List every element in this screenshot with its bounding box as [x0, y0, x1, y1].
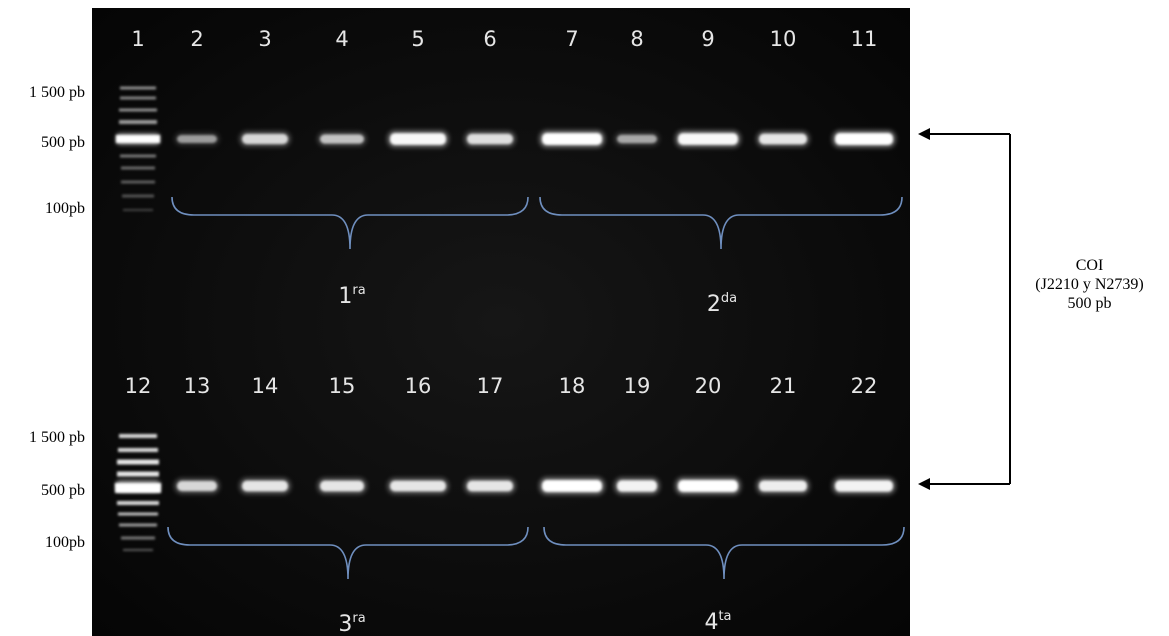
top-lane-label-9: 9: [701, 27, 714, 51]
group-labels: 1ra 2da 3ra 4ta: [338, 283, 737, 636]
top-ladder-band-1: [120, 96, 156, 100]
bottom-lane-label-16: 16: [405, 374, 432, 398]
bottom-ladder-band-6: [118, 512, 158, 516]
pcr-bands: [174, 130, 896, 495]
top-band-8: [617, 134, 657, 144]
bottom-ladder-band-8: [121, 536, 155, 540]
bottom-band-2: [177, 480, 217, 492]
top-band-7: [542, 133, 602, 145]
size-label-100-bottom: 100pb: [45, 534, 85, 551]
top-ladder-band-3: [119, 120, 157, 124]
bottom-lane-label-18: 18: [559, 374, 586, 398]
size-label-1500-top: 1 500 pb: [29, 84, 85, 101]
bottom-lane-label-14: 14: [252, 374, 279, 398]
bracket-group-2: [539, 196, 903, 250]
top-ladder-band-6: [121, 166, 155, 170]
group-label-1: 1ra: [338, 283, 365, 309]
arrowhead-bottom: [918, 478, 930, 490]
bottom-ladder-band-1: [118, 448, 158, 452]
group-label-3: 3ra: [338, 611, 365, 636]
bottom-ladder-band-7: [119, 523, 157, 527]
bottom-ladder-band-2: [117, 459, 159, 465]
group-label-2: 2da: [707, 291, 737, 317]
top-lane-label-1: 1: [131, 27, 144, 51]
top-lane-label-5: 5: [411, 27, 424, 51]
bottom-band-5: [390, 480, 446, 492]
top-ladder-band-5: [120, 154, 156, 158]
top-band-4: [320, 134, 364, 144]
bottom-band-3: [242, 480, 288, 492]
bottom-ladder-band-0: [119, 434, 157, 438]
coi-primers: (J2210 y N2739): [1035, 276, 1144, 293]
bottom-band-4: [320, 480, 364, 492]
bottom-ladder-band-9: [123, 549, 153, 551]
bottom-ladder-band-3: [117, 471, 159, 477]
top-lane-label-8: 8: [630, 27, 643, 51]
arrowhead-top: [918, 128, 930, 140]
bottom-band-9: [678, 480, 738, 492]
bottom-lane-label-19: 19: [624, 374, 651, 398]
bottom-lane-label-22: 22: [851, 374, 878, 398]
bottom-ladder-main-glow: [116, 480, 160, 492]
top-band-5: [390, 133, 446, 145]
bottom-lane-label-13: 13: [184, 374, 211, 398]
bracket-group-4: [543, 526, 905, 580]
top-ladder-band-2: [119, 108, 157, 112]
top-ladder-main-glow: [116, 133, 160, 145]
coi-annotation: COI (J2210 y N2739) 500 pb: [1010, 256, 1169, 313]
top-band-9: [678, 133, 738, 145]
bottom-band-6: [467, 480, 513, 492]
top-lane-label-10: 10: [770, 27, 797, 51]
size-label-1500-bottom: 1 500 pb: [29, 429, 85, 446]
top-band-2: [177, 134, 217, 144]
bracket-group-3: [167, 526, 529, 580]
bottom-ladder-band-5: [117, 501, 159, 505]
coi-size: 500 pb: [1067, 295, 1112, 312]
size-label-500-bottom: 500 pb: [41, 482, 85, 499]
bottom-lane-label-15: 15: [329, 374, 356, 398]
top-lane-label-3: 3: [258, 27, 271, 51]
bottom-lane-label-12: 12: [125, 374, 152, 398]
size-label-100-top: 100pb: [45, 200, 85, 217]
bracket-group-1: [171, 196, 529, 250]
top-band-11: [835, 133, 893, 145]
group-brackets: [167, 196, 905, 580]
top-ladder-band-8: [122, 194, 154, 198]
top-lane-label-6: 6: [483, 27, 496, 51]
top-lane-label-7: 7: [565, 27, 578, 51]
bottom-band-7: [542, 480, 602, 492]
top-band-3: [242, 133, 288, 145]
top-lane-label-11: 11: [851, 27, 878, 51]
coi-title: COI: [1075, 257, 1104, 274]
size-label-500-top: 500 pb: [41, 134, 85, 151]
bottom-band-11: [835, 480, 893, 492]
top-band-10: [759, 133, 807, 145]
top-ladder-band-9: [123, 209, 153, 211]
top-ladder-band-0: [120, 86, 156, 90]
bottom-lane-label-21: 21: [770, 374, 797, 398]
top-ladder-band-7: [121, 180, 155, 184]
coi-arrow-connector: [918, 128, 1011, 490]
top-band-6: [467, 133, 513, 145]
ladder-bands: [115, 86, 161, 551]
top-lane-label-2: 2: [190, 27, 203, 51]
bottom-band-8: [617, 480, 657, 492]
bottom-lane-label-20: 20: [695, 374, 722, 398]
group-label-4: 4ta: [704, 609, 731, 635]
bottom-band-10: [759, 480, 807, 492]
bottom-lane-label-17: 17: [477, 374, 504, 398]
top-lane-label-4: 4: [335, 27, 348, 51]
gel-background: [92, 8, 910, 636]
